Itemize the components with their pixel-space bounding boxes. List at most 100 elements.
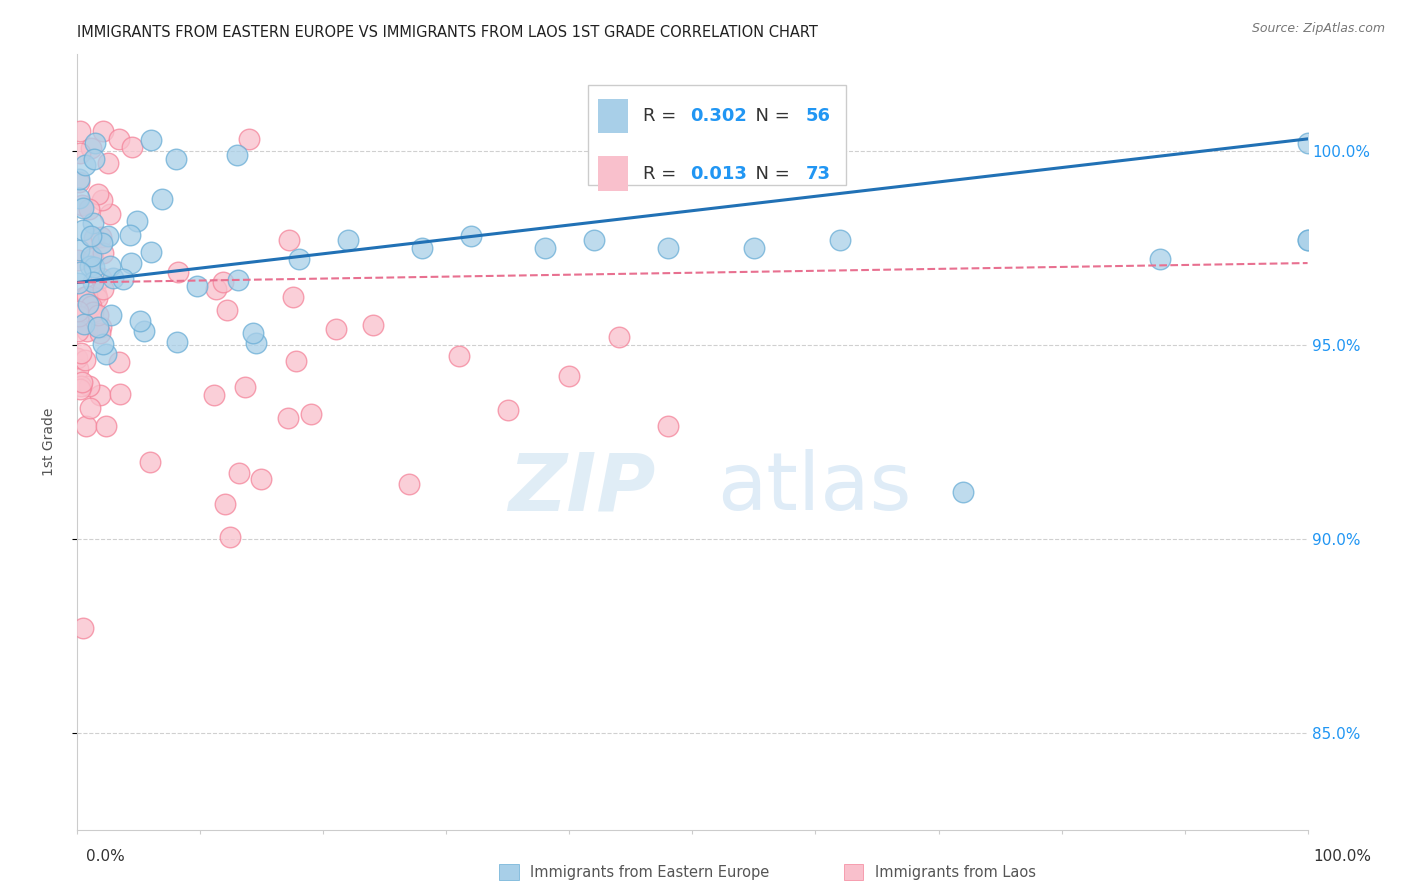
Point [90, 235, 112, 250]
Point [90, 271, 112, 285]
Point [534, 241, 557, 255]
Point [67, 362, 90, 376]
Point [90, 319, 112, 334]
Point [90, 230, 112, 244]
Point [66, 276, 89, 290]
Text: 100.0%: 100.0% [1313, 849, 1372, 864]
Point [70, 198, 93, 212]
Point [228, 467, 250, 481]
Point [558, 368, 581, 383]
Point [79, 401, 101, 415]
Point [91, 193, 114, 207]
Point [70, 379, 93, 393]
Point [235, 380, 257, 394]
Point [657, 419, 679, 434]
Point [1296, 233, 1319, 247]
Point [166, 334, 188, 349]
Point [141, 133, 163, 147]
Point [325, 322, 347, 336]
Point [278, 233, 301, 247]
Point [82, 305, 104, 319]
Text: Immigrants from Eastern Europe: Immigrants from Eastern Europe [530, 865, 769, 880]
Point [76, 324, 98, 338]
Text: Source: ZipAtlas.com: Source: ZipAtlas.com [1251, 22, 1385, 36]
Point [97, 229, 120, 244]
Point [361, 318, 384, 333]
Point [285, 353, 308, 368]
Bar [598, 156, 628, 191]
Text: Immigrants from Laos: Immigrants from Laos [875, 865, 1036, 880]
Point [202, 388, 225, 402]
Text: 0.013: 0.013 [690, 165, 747, 183]
Point [67, 309, 90, 323]
Point [87, 308, 110, 322]
Point [89, 326, 111, 340]
Point [742, 241, 765, 255]
Point [67, 172, 90, 186]
Point [283, 290, 305, 304]
Text: ZIP: ZIP [508, 449, 655, 527]
Point [277, 410, 299, 425]
Point [75, 419, 97, 434]
Point [120, 256, 142, 270]
Point [76, 288, 98, 302]
Point [80, 299, 103, 313]
Point [219, 530, 242, 544]
Point [73, 318, 96, 332]
Point [73, 158, 96, 172]
Point [1296, 136, 1319, 150]
Point [583, 233, 606, 247]
Point [69, 382, 91, 396]
Point [150, 192, 173, 206]
Point [83, 260, 105, 274]
Point [66, 351, 89, 366]
Point [100, 308, 122, 322]
Point [167, 265, 190, 279]
Point [89, 388, 111, 402]
Text: 0.302: 0.302 [690, 107, 747, 125]
Point [398, 477, 420, 491]
Point [411, 241, 433, 255]
Text: 56: 56 [806, 107, 831, 125]
Point [84, 136, 107, 150]
Point [226, 273, 249, 287]
Text: 73: 73 [806, 165, 831, 183]
Point [77, 296, 100, 310]
Text: 0.0%: 0.0% [86, 849, 125, 864]
Point [211, 275, 233, 289]
Point [108, 132, 131, 146]
Point [337, 233, 360, 247]
Point [98, 207, 121, 221]
Point [952, 485, 974, 500]
Point [79, 260, 101, 274]
Point [69, 146, 91, 161]
Bar [598, 98, 628, 134]
Point [132, 325, 155, 339]
Point [80, 228, 103, 243]
Text: R =: R = [644, 165, 682, 183]
Point [125, 214, 148, 228]
Point [288, 252, 311, 267]
Text: atlas: atlas [717, 449, 911, 527]
Point [496, 403, 519, 417]
Point [242, 326, 264, 340]
Point [82, 275, 104, 289]
Point [121, 139, 143, 153]
Point [165, 152, 187, 166]
Point [70, 375, 93, 389]
Point [460, 228, 482, 243]
Text: IMMIGRANTS FROM EASTERN EUROPE VS IMMIGRANTS FROM LAOS 1ST GRADE CORRELATION CHA: IMMIGRANTS FROM EASTERN EUROPE VS IMMIGR… [77, 25, 818, 40]
Point [77, 202, 100, 216]
Point [830, 233, 852, 247]
Point [107, 355, 129, 369]
Point [70, 346, 93, 360]
FancyBboxPatch shape [588, 85, 846, 186]
Point [84, 286, 107, 301]
Point [110, 386, 132, 401]
Point [186, 279, 208, 293]
Point [67, 175, 90, 189]
Point [82, 216, 104, 230]
Point [299, 408, 322, 422]
Point [94, 347, 117, 361]
Point [1149, 252, 1171, 267]
